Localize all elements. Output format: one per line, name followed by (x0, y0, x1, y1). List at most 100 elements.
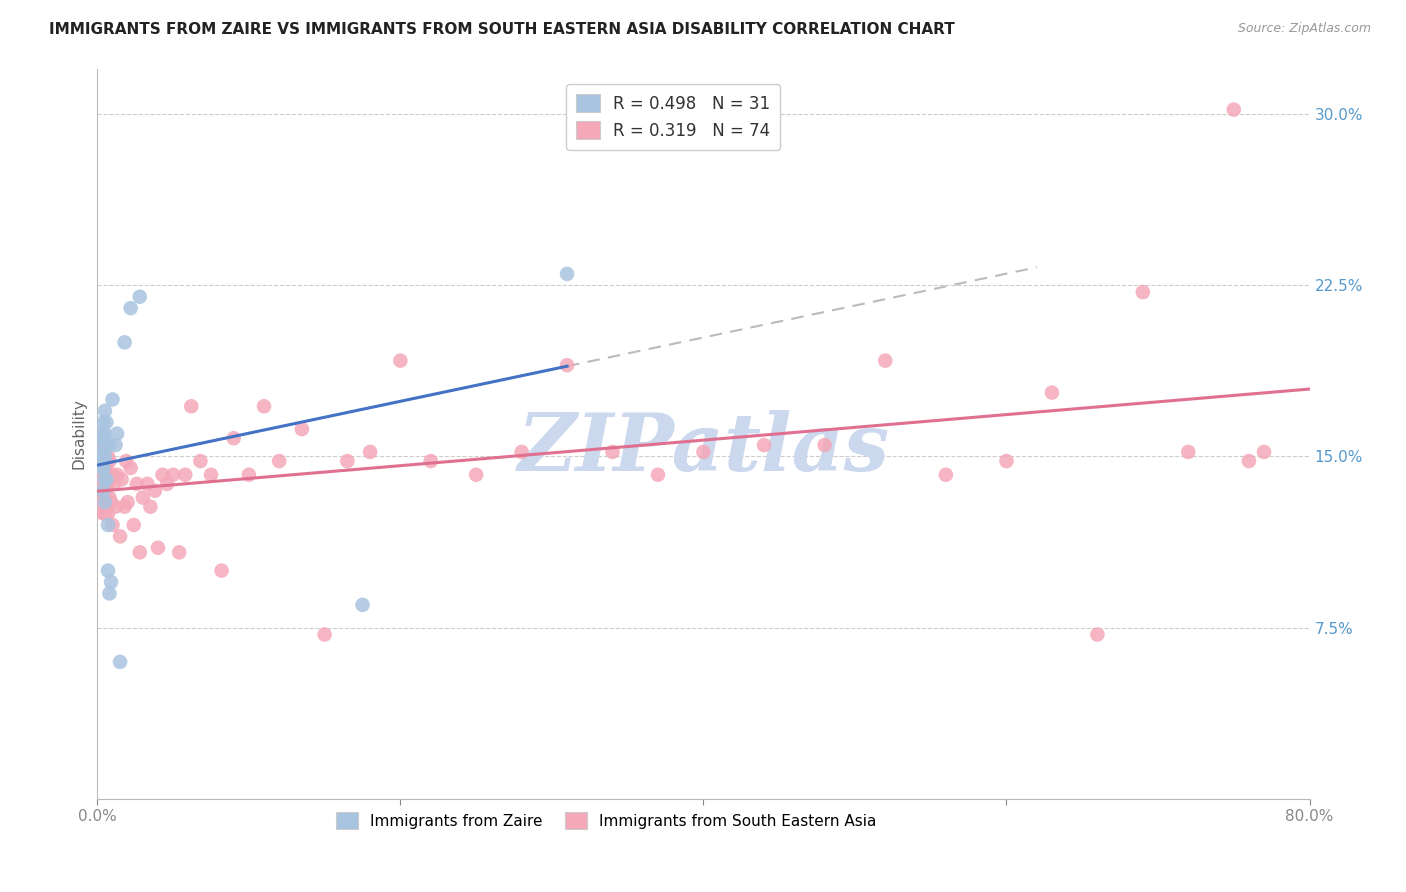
Point (93, 461, 115, 475)
Point (101, 518, 124, 533)
Point (465, 467, 488, 482)
Point (104, 500, 127, 514)
Point (128, 290, 150, 304)
Point (875, 353, 897, 368)
Point (94, 483, 117, 498)
Point (314, 627, 336, 641)
Point (117, 495, 139, 509)
Point (96, 472, 118, 486)
Point (94, 438, 117, 452)
Point (222, 431, 245, 445)
Point (814, 438, 837, 452)
Point (90, 472, 112, 486)
Point (96, 415, 118, 429)
Point (98, 586, 121, 600)
Point (125, 476, 148, 491)
Point (90, 450, 112, 464)
Point (200, 467, 222, 482)
Point (174, 467, 197, 482)
Point (97, 450, 120, 464)
Point (108, 655, 131, 669)
Point (995, 454, 1018, 468)
Point (1253, 445, 1275, 459)
Point (555, 358, 578, 372)
Point (101, 392, 124, 407)
Point (190, 454, 212, 468)
Point (115, 454, 138, 468)
Point (93, 483, 115, 498)
Point (143, 483, 166, 498)
Point (90, 438, 112, 452)
Point (602, 445, 624, 459)
Point (96, 495, 118, 509)
Point (93, 431, 115, 445)
Point (97, 507, 120, 521)
Point (132, 491, 155, 505)
Point (1132, 285, 1154, 300)
Point (253, 399, 276, 413)
Point (1040, 385, 1063, 400)
Point (291, 422, 314, 436)
Point (122, 518, 145, 533)
Point (98, 491, 121, 505)
Text: Source: ZipAtlas.com: Source: ZipAtlas.com (1237, 22, 1371, 36)
Point (1237, 454, 1260, 468)
Point (108, 529, 131, 543)
Point (510, 445, 533, 459)
Point (128, 545, 150, 559)
Point (136, 476, 159, 491)
Point (555, 267, 578, 281)
Point (1087, 627, 1109, 641)
Point (692, 445, 714, 459)
Point (94, 426, 117, 441)
Point (114, 500, 136, 514)
Point (97, 476, 120, 491)
Point (211, 564, 233, 578)
Point (146, 541, 169, 555)
Y-axis label: Disability: Disability (72, 398, 86, 469)
Point (935, 467, 957, 482)
Point (94, 461, 117, 475)
Point (110, 472, 132, 486)
Point (419, 454, 441, 468)
Point (105, 426, 128, 441)
Point (269, 454, 291, 468)
Point (90, 426, 112, 441)
Point (97, 564, 120, 578)
Point (96, 461, 118, 475)
Point (389, 353, 412, 368)
Point (94, 404, 117, 418)
Point (96, 438, 118, 452)
Point (359, 445, 381, 459)
Point (97, 518, 120, 533)
Point (93, 507, 115, 521)
Point (647, 467, 669, 482)
Point (162, 467, 184, 482)
Point (105, 467, 128, 482)
Point (90, 461, 112, 475)
Point (98, 438, 121, 452)
Point (238, 467, 260, 482)
Point (101, 467, 124, 482)
Point (752, 438, 775, 452)
Point (120, 461, 142, 475)
Point (180, 399, 202, 413)
Point (94, 495, 117, 509)
Point (1177, 445, 1199, 459)
Point (114, 335, 136, 350)
Point (90, 495, 112, 509)
Point (103, 476, 125, 491)
Text: IMMIGRANTS FROM ZAIRE VS IMMIGRANTS FROM SOUTH EASTERN ASIA DISABILITY CORRELATI: IMMIGRANTS FROM ZAIRE VS IMMIGRANTS FROM… (49, 22, 955, 37)
Point (93, 461, 115, 475)
Legend: Immigrants from Zaire, Immigrants from South Eastern Asia: Immigrants from Zaire, Immigrants from S… (330, 806, 883, 835)
Point (93, 415, 115, 429)
Point (94, 450, 117, 464)
Point (167, 545, 190, 559)
Point (120, 301, 142, 315)
Point (1222, 103, 1244, 117)
Text: ZIPatlas: ZIPatlas (517, 409, 890, 487)
Point (93, 438, 115, 452)
Point (100, 495, 122, 509)
Point (352, 598, 374, 612)
Point (100, 574, 122, 589)
